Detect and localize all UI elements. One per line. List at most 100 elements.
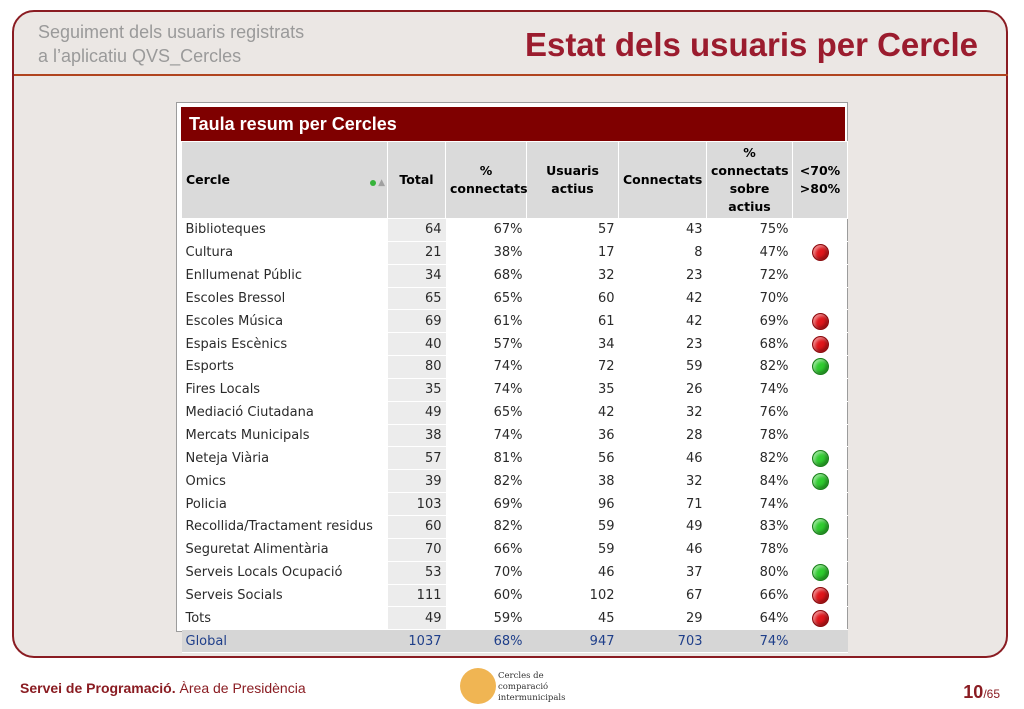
cell-total: 21 [387,241,446,265]
cell-connectats: 32 [618,469,707,494]
table-row[interactable]: Mediació Ciutadana 49 65% 42 32 76% [181,401,848,425]
table-row[interactable]: Escoles Bressol 65 65% 60 42 70% [181,287,848,311]
cell-indicator [792,538,848,562]
green-status-light-icon [811,358,829,376]
cell-usuaris-actius: 45 [526,606,619,631]
cell-usuaris-actius: 38 [526,469,619,494]
cell-cercle: Mediació Ciutadana [181,401,388,425]
table-row[interactable]: Espais Escènics 40 57% 34 23 68% [181,332,848,357]
column-header-pct-sobre-actius[interactable]: % connectats sobre actius [706,141,793,219]
summary-table-panel: Taula resum per Cercles Cercle ▲ Total %… [176,102,848,654]
cell-pct-connectats: 68% [445,264,527,288]
table-row[interactable]: Seguretat Alimentària 70 66% 59 46 78% [181,538,848,562]
cell-connectats: 43 [618,218,707,242]
cell-pct-connectats: 66% [445,538,527,562]
page-total: /65 [983,687,1000,701]
table-row[interactable]: Esports 80 74% 72 59 82% [181,355,848,379]
column-header-total[interactable]: Total [387,141,446,219]
cell-cercle: Policia [181,492,388,516]
table-row[interactable]: Fires Locals 35 74% 35 26 74% [181,378,848,402]
cell-connectats: 8 [618,241,707,265]
cell-connectats: 46 [618,446,707,471]
cell-pct-sobre-actius: 75% [706,218,793,242]
column-header-connectats[interactable]: Connectats [618,141,707,219]
cell-indicator [792,492,848,516]
cell-total: 60 [387,515,446,539]
cell-connectats: 71 [618,492,707,516]
cell-indicator [792,264,848,288]
column-header-indicator[interactable]: <70% >80% [792,141,848,219]
cell-pct-sobre-actius: 74% [706,492,793,516]
cell-connectats: 59 [618,355,707,379]
column-header-pct-connectats[interactable]: % connectats [445,141,528,219]
cell-total: 57 [387,446,446,471]
cell-indicator [792,446,848,471]
green-status-light-icon [811,472,829,490]
cell-cercle: Mercats Municipals [181,424,388,448]
cell-connectats: 28 [618,424,707,448]
cell-cercle: Espais Escènics [181,332,388,357]
cell-usuaris-actius: 42 [526,401,619,425]
subtitle-line-1: Seguiment dels usuaris registrats [38,22,305,42]
cell-total: 64 [387,218,446,242]
column-header-usuaris-actius[interactable]: Usuaris actius [526,141,619,219]
cell-usuaris-actius: 46 [526,561,619,585]
cell-pct-sobre-actius: 69% [706,309,793,334]
cell-cercle: Omics [181,469,388,494]
cell-pct-sobre-actius: 66% [706,584,793,608]
cell-indicator [792,584,848,608]
table-row[interactable]: Biblioteques 64 67% 57 43 75% [181,218,848,242]
table-row[interactable]: Recollida/Tractament residus 60 82% 59 49 83% [181,515,848,539]
page-current: 10 [963,682,984,702]
cell-cercle: Seguretat Alimentària [181,538,388,562]
cell-indicator [792,309,848,334]
green-status-light-icon [811,564,829,582]
cell-usuaris-actius: 59 [526,538,619,562]
cell-cercle: Serveis Locals Ocupació [181,561,388,585]
table-row[interactable]: Neteja Viària 57 81% 56 46 82% [181,446,848,471]
table-row[interactable]: Enllumenat Públic 34 68% 32 23 72% [181,264,848,288]
table-title: Taula resum per Cercles [181,107,845,141]
table-row[interactable]: Serveis Socials 111 60% 102 67 66% [181,584,848,608]
table-total-row[interactable]: Global 1037 68% 947 703 74% [181,629,848,654]
table-row[interactable]: Escoles Música 69 61% 61 42 69% [181,309,848,334]
cell-connectats: 32 [618,401,707,425]
red-status-light-icon [811,244,829,262]
cell-cercle: Serveis Socials [181,584,388,608]
table-row[interactable]: Serveis Locals Ocupació 53 70% 46 37 80% [181,561,848,585]
globe-icon [460,668,496,704]
cell-total: 69 [387,309,446,334]
cell-pct-sobre-actius: 72% [706,264,793,288]
cell-indicator [792,355,848,379]
cell-connectats: 29 [618,606,707,631]
cell-total: 49 [387,401,446,425]
cell-cercle: Escoles Bressol [181,287,388,311]
column-header-cercle[interactable]: Cercle ▲ [181,141,388,219]
cell-usuaris-actius: 72 [526,355,619,379]
cell-cercle: Esports [181,355,388,379]
table-row[interactable]: Mercats Municipals 38 74% 36 28 78% [181,424,848,448]
cell-indicator [792,401,848,425]
table-row[interactable]: Tots 49 59% 45 29 64% [181,606,848,631]
sort-icon[interactable]: ▲ [370,174,385,193]
cell-usuaris-actius: 35 [526,378,619,402]
cell-connectats: 23 [618,332,707,357]
table-header-row: Cercle ▲ Total % connectats Usuaris acti… [181,141,848,219]
summary-table: Cercle ▲ Total % connectats Usuaris acti… [181,141,848,654]
cell-pct-connectats: 59% [445,606,527,631]
cell-pct-sobre-actius: 78% [706,424,793,448]
subtitle-line-2: a l’aplicatiu QVS_Cercles [38,46,242,66]
cell-usuaris-actius: 56 [526,446,619,471]
cell-pct-connectats: 69% [445,492,527,516]
cell-pct-sobre-actius: 80% [706,561,793,585]
cell-cercle: Neteja Viària [181,446,388,471]
cell-indicator [792,287,848,311]
table-row[interactable]: Cultura 21 38% 17 8 47% [181,241,848,265]
cell-total: 38 [387,424,446,448]
cell-pct-connectats: 74% [445,378,527,402]
cell-pct-connectats: 74% [445,355,527,379]
table-row[interactable]: Omics 39 82% 38 32 84% [181,469,848,494]
logo-line-2: intermunicipals [498,693,566,703]
table-row[interactable]: Policia 103 69% 96 71 74% [181,492,848,516]
cell-pct-connectats: 57% [445,332,527,357]
